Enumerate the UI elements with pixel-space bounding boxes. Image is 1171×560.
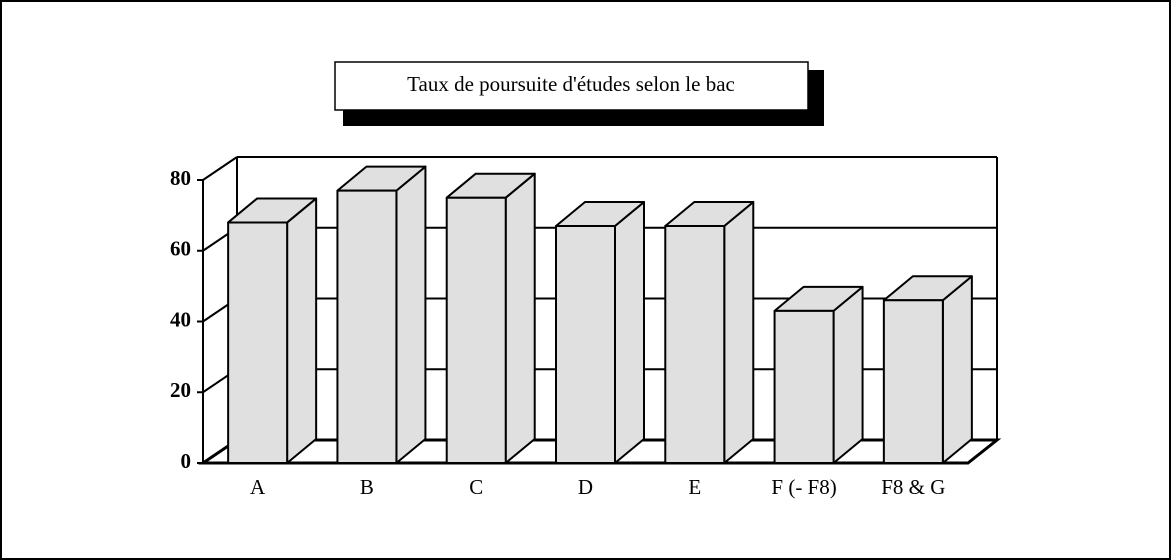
bar-side <box>832 285 864 464</box>
bar <box>336 189 398 465</box>
bar-side <box>614 200 645 464</box>
x-tick-label: F8 & G <box>881 475 945 499</box>
grid-line <box>202 156 238 181</box>
bar <box>664 224 726 464</box>
x-tick-label: D <box>578 475 593 499</box>
y-tick-label: 60 <box>170 237 191 261</box>
x-tick-label: F (- F8) <box>771 475 836 499</box>
y-tick-label: 20 <box>170 378 191 402</box>
x-tick-label: C <box>469 475 483 499</box>
x-tick-label: A <box>250 475 266 499</box>
bar-side <box>504 172 536 464</box>
chart-title: Taux de poursuite d'études selon le bac <box>407 72 735 96</box>
bar <box>773 309 835 465</box>
bar-side <box>723 200 755 464</box>
y-tick-label: 80 <box>170 166 191 190</box>
bar <box>555 224 616 464</box>
bar <box>882 299 944 464</box>
bar-side <box>941 275 973 464</box>
title-box <box>334 61 809 111</box>
bar <box>445 196 507 464</box>
y-tick-label: 40 <box>170 307 191 331</box>
bar <box>227 221 289 464</box>
x-tick-label: B <box>360 475 374 499</box>
bar-side <box>286 197 318 464</box>
bar-side <box>395 165 427 464</box>
x-tick-label: E <box>688 475 701 499</box>
y-tick-label: 0 <box>181 449 192 473</box>
